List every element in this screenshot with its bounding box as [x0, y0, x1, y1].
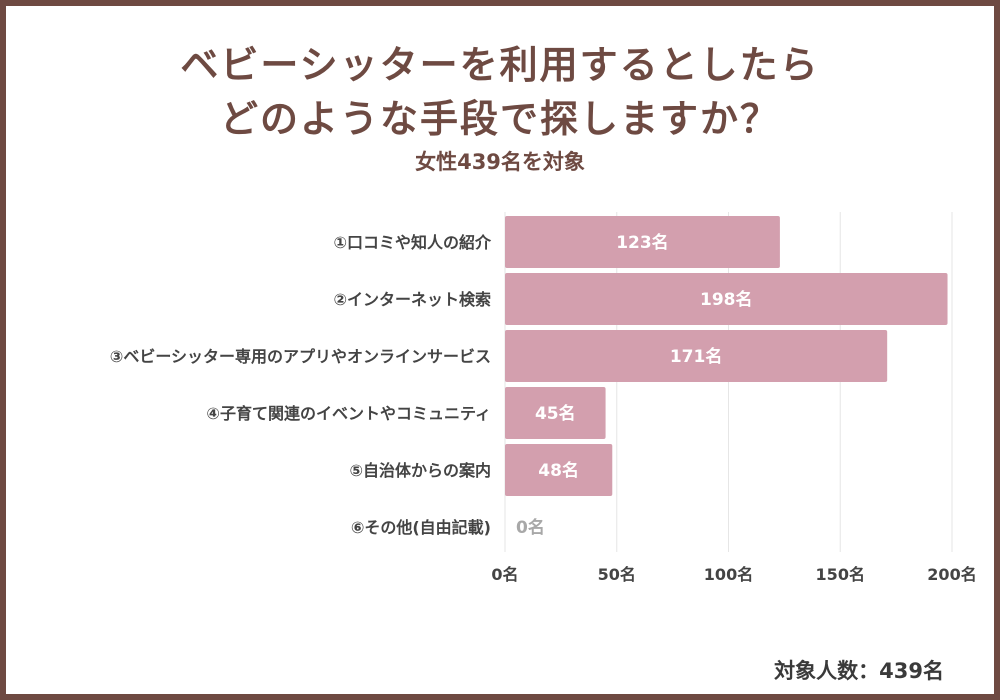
category-label: ②インターネット検索 — [333, 290, 491, 309]
bar — [505, 387, 606, 439]
chart-title-line-2: どのような手段で探しますか？ — [219, 97, 780, 141]
data-label: 45名 — [535, 403, 576, 424]
x-tick-label-200: 200名 — [927, 565, 976, 584]
x-tick-label-50: 50名 — [598, 565, 636, 584]
data-label: 171名 — [670, 346, 723, 367]
bar — [505, 273, 948, 325]
data-label: 48名 — [538, 460, 579, 481]
data-label: 198名 — [700, 289, 753, 310]
x-tick-label-100: 100名 — [704, 565, 753, 584]
data-label: 123名 — [616, 232, 669, 253]
category-label: ①口コミや知人の紹介 — [333, 233, 492, 252]
data-label: 0名 — [516, 517, 545, 538]
sample-size-note: 対象人数：439名 — [774, 659, 944, 683]
chart-title-line-1: ベビーシッターを利用するとしたら — [180, 43, 820, 87]
category-label: ⑥その他(自由記載) — [351, 518, 491, 537]
bar — [505, 330, 888, 382]
category-label: ④子育て関連のイベントやコミュニティ — [206, 404, 491, 423]
x-tick-label-0: 0名 — [491, 565, 518, 584]
category-label: ③ベビーシッター専用のアプリやオンラインサービス — [110, 347, 491, 366]
bar — [505, 444, 613, 496]
chart-subtitle: 女性439名を対象 — [415, 150, 585, 174]
category-label: ⑤自治体からの案内 — [349, 461, 491, 480]
x-tick-label-150: 150名 — [816, 565, 865, 584]
bar — [505, 216, 780, 268]
